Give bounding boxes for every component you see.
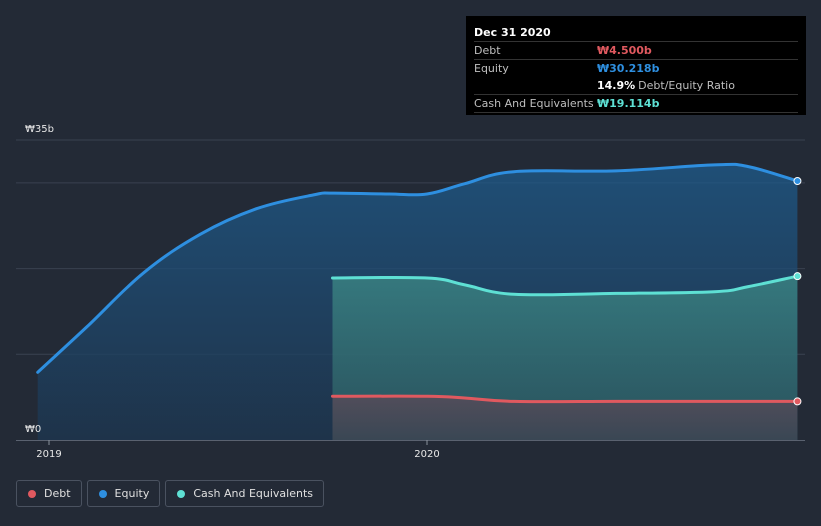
endpoint-debt	[793, 397, 802, 406]
tooltip-cash-value: ₩19.114b	[597, 97, 660, 110]
series-areas	[37, 164, 798, 440]
chart-legend: Debt Equity Cash And Equivalents	[16, 480, 329, 507]
legend-item-cash[interactable]: Cash And Equivalents	[165, 480, 324, 507]
axes	[16, 440, 805, 445]
x-tick-label-2020: 2020	[414, 449, 439, 460]
series-lines	[36, 162, 799, 404]
line-debt	[331, 394, 799, 404]
tooltip-ratio-value: 14.9%	[597, 79, 636, 92]
tooltip-ratio-label: Debt/Equity Ratio	[638, 79, 735, 92]
y-tick-label-bottom: ₩0	[25, 424, 41, 435]
legend-dot-cash-icon	[177, 489, 186, 498]
tooltip-equity-value: ₩30.218b	[597, 62, 660, 75]
tooltip-row-ratio: 14.9% Debt/Equity Ratio	[474, 77, 798, 94]
legend-item-debt[interactable]: Debt	[16, 480, 82, 507]
endpoint-cash	[793, 272, 802, 281]
y-tick-label-top: ₩35b	[25, 124, 54, 135]
series-endpoints	[793, 176, 802, 406]
line-cash	[331, 274, 799, 297]
legend-label-debt: Debt	[44, 487, 71, 500]
tooltip-cash-label: Cash And Equivalents	[474, 97, 594, 110]
line-equity	[36, 162, 799, 374]
tooltip-debt-value: ₩4.500b	[597, 44, 652, 57]
tooltip-row-cash: Cash And Equivalents ₩19.114b	[474, 94, 798, 113]
data-tooltip: Dec 31 2020 Debt ₩4.500b Equity ₩30.218b…	[466, 16, 806, 115]
legend-label-equity: Equity	[114, 487, 150, 500]
legend-item-equity[interactable]: Equity	[86, 480, 161, 507]
tooltip-date: Dec 31 2020	[474, 26, 551, 39]
tooltip-debt-label: Debt	[474, 44, 501, 57]
legend-dot-debt-icon	[28, 489, 36, 498]
legend-label-cash: Cash And Equivalents	[193, 487, 313, 500]
endpoint-equity	[793, 176, 802, 185]
legend-dot-equity-icon	[98, 489, 107, 498]
area-debt	[332, 396, 798, 440]
tooltip-row-debt: Debt ₩4.500b	[474, 41, 798, 59]
tooltip-row-equity: Equity ₩30.218b	[474, 59, 798, 77]
tooltip-equity-label: Equity	[474, 62, 509, 75]
x-tick-label-2019: 2019	[36, 449, 61, 460]
